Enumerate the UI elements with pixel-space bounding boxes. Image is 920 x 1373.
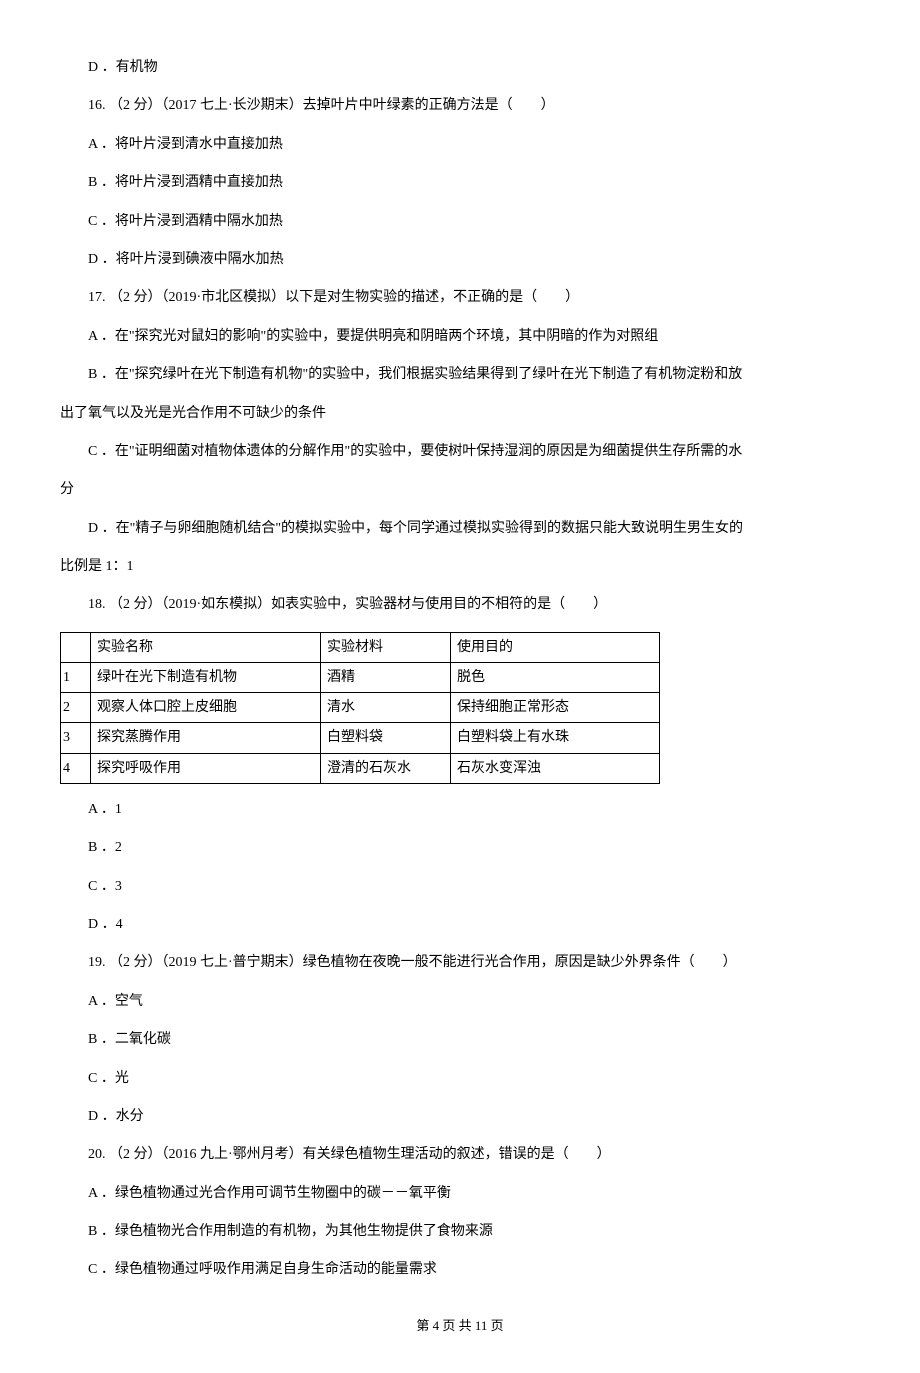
table-row: 1 绿叶在光下制造有机物 酒精 脱色 — [61, 663, 660, 693]
table-header-index — [61, 632, 91, 662]
q17-option-c-line2: 分 — [60, 472, 860, 508]
table-header-row: 实验名称 实验材料 使用目的 — [61, 632, 660, 662]
q18-option-a: A ．1 — [60, 792, 860, 828]
table-cell: 白塑料袋上有水珠 — [451, 723, 660, 753]
table-cell: 观察人体口腔上皮细胞 — [91, 693, 321, 723]
table-cell: 白塑料袋 — [321, 723, 451, 753]
q20-option-b: B ．绿色植物光合作用制造的有机物，为其他生物提供了食物来源 — [60, 1214, 860, 1250]
q20-option-a: A ．绿色植物通过光合作用可调节生物圈中的碳－－氧平衡 — [60, 1176, 860, 1212]
q17-option-b-line1: B ．在"探究绿叶在光下制造有机物"的实验中，我们根据实验结果得到了绿叶在光下制… — [60, 357, 860, 393]
q19-option-c: C ．光 — [60, 1061, 860, 1097]
q19-option-d: D ．水分 — [60, 1099, 860, 1135]
q17-option-a: A ．在"探究光对鼠妇的影响"的实验中，要提供明亮和阴暗两个环境，其中阴暗的作为… — [60, 319, 860, 355]
table-header-purpose: 使用目的 — [451, 632, 660, 662]
table-cell: 保持细胞正常形态 — [451, 693, 660, 723]
q16-option-c: C ．将叶片浸到酒精中隔水加热 — [60, 204, 860, 240]
table-cell: 4 — [61, 753, 91, 783]
q18-option-b: B ．2 — [60, 830, 860, 866]
table-cell: 澄清的石灰水 — [321, 753, 451, 783]
table-cell: 酒精 — [321, 663, 451, 693]
q15-option-d: D ．有机物 — [60, 50, 860, 86]
q16-option-d: D ．将叶片浸到碘液中隔水加热 — [60, 242, 860, 278]
q17-option-c-line1: C ．在"证明细菌对植物体遗体的分解作用"的实验中，要使树叶保持湿润的原因是为细… — [60, 434, 860, 470]
table-row: 2 观察人体口腔上皮细胞 清水 保持细胞正常形态 — [61, 693, 660, 723]
q18-table: 实验名称 实验材料 使用目的 1 绿叶在光下制造有机物 酒精 脱色 2 观察人体… — [60, 632, 660, 784]
table-cell: 脱色 — [451, 663, 660, 693]
q20-option-c: C ．绿色植物通过呼吸作用满足自身生命活动的能量需求 — [60, 1252, 860, 1288]
q16-option-b: B ．将叶片浸到酒精中直接加热 — [60, 165, 860, 201]
table-cell: 绿叶在光下制造有机物 — [91, 663, 321, 693]
table-cell: 探究呼吸作用 — [91, 753, 321, 783]
q19-option-b: B ．二氧化碳 — [60, 1022, 860, 1058]
q17-stem: 17. （2 分）（2019·市北区模拟）以下是对生物实验的描述，不正确的是（ … — [60, 280, 860, 316]
q17-option-d-line1: D ．在"精子与卵细胞随机结合"的模拟实验中，每个同学通过模拟实验得到的数据只能… — [60, 511, 860, 547]
page-footer: 第 4 页 共 11 页 — [60, 1309, 860, 1343]
table-row: 4 探究呼吸作用 澄清的石灰水 石灰水变浑浊 — [61, 753, 660, 783]
q17-option-d-line2: 比例是 1：1 — [60, 549, 860, 585]
table-cell: 清水 — [321, 693, 451, 723]
document-body: D ．有机物 16. （2 分）（2017 七上·长沙期末）去掉叶片中叶绿素的正… — [60, 50, 860, 1343]
q18-option-c: C ．3 — [60, 869, 860, 905]
table-header-material: 实验材料 — [321, 632, 451, 662]
table-cell: 探究蒸腾作用 — [91, 723, 321, 753]
q20-stem: 20. （2 分）（2016 九上·鄂州月考）有关绿色植物生理活动的叙述，错误的… — [60, 1137, 860, 1173]
table-cell: 2 — [61, 693, 91, 723]
q19-option-a: A ．空气 — [60, 984, 860, 1020]
q16-stem: 16. （2 分）（2017 七上·长沙期末）去掉叶片中叶绿素的正确方法是（ ） — [60, 88, 860, 124]
q18-option-d: D ．4 — [60, 907, 860, 943]
q17-option-b-line2: 出了氧气以及光是光合作用不可缺少的条件 — [60, 396, 860, 432]
table-cell: 石灰水变浑浊 — [451, 753, 660, 783]
q16-option-a: A ．将叶片浸到清水中直接加热 — [60, 127, 860, 163]
table-header-name: 实验名称 — [91, 632, 321, 662]
table-cell: 1 — [61, 663, 91, 693]
q18-stem: 18. （2 分）（2019·如东模拟）如表实验中，实验器材与使用目的不相符的是… — [60, 587, 860, 623]
table-cell: 3 — [61, 723, 91, 753]
q19-stem: 19. （2 分）（2019 七上·普宁期末）绿色植物在夜晚一般不能进行光合作用… — [60, 945, 860, 981]
table-row: 3 探究蒸腾作用 白塑料袋 白塑料袋上有水珠 — [61, 723, 660, 753]
